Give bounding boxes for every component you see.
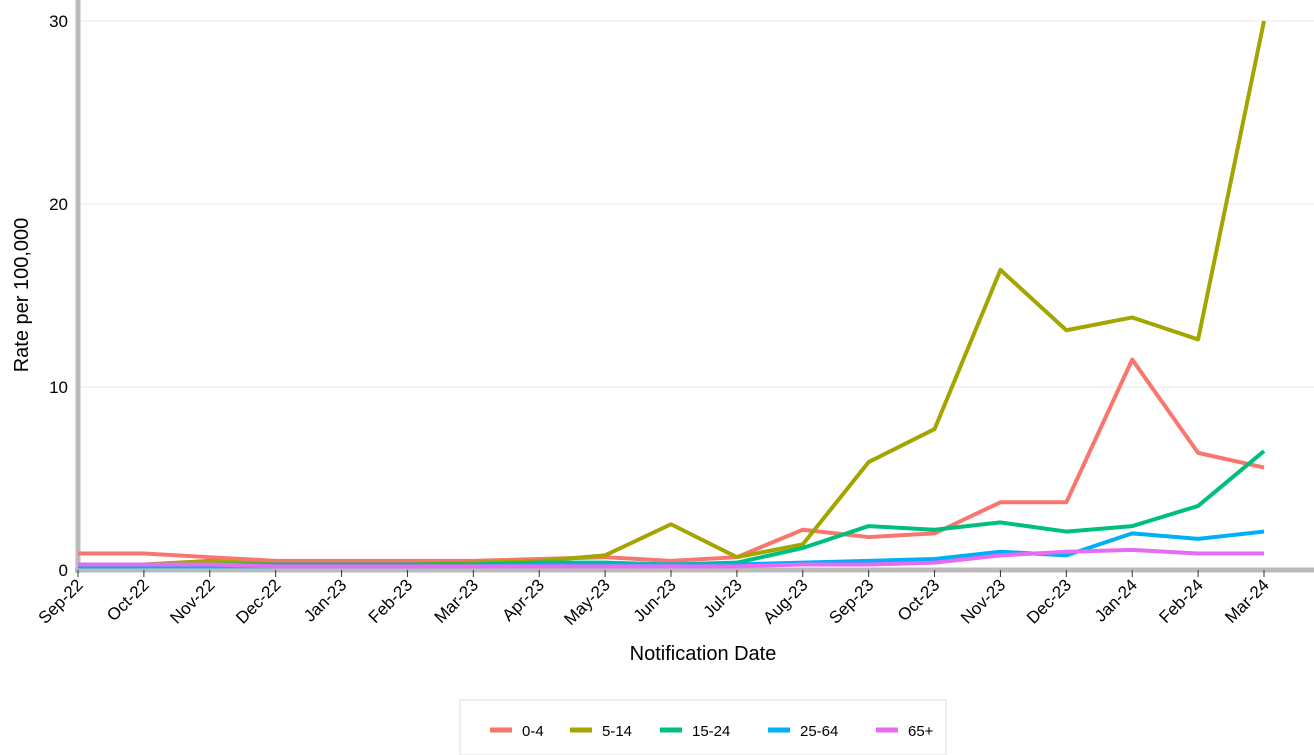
x-axis-label: Notification Date xyxy=(630,643,777,665)
x-tick-label: Jul-23 xyxy=(700,575,746,621)
series-line xyxy=(78,547,1264,569)
x-tick-label: Feb-24 xyxy=(1155,575,1207,627)
x-tick-label: Oct-22 xyxy=(103,575,153,625)
legend-label: 5-14 xyxy=(602,723,632,740)
x-tick-label: Jan-23 xyxy=(300,575,350,625)
x-tick-label: Oct-23 xyxy=(894,575,944,625)
x-tick-label: Jun-23 xyxy=(630,575,680,625)
x-tick-label: Nov-23 xyxy=(957,575,1009,627)
x-tick-label: Apr-23 xyxy=(499,575,549,625)
x-tick-label: May-23 xyxy=(560,575,614,629)
x-tick-label: Mar-24 xyxy=(1221,575,1273,627)
y-tick-label: 0 xyxy=(59,561,68,580)
y-axis-label: Rate per 100,000 xyxy=(11,218,33,373)
legend-label: 65+ xyxy=(908,723,934,740)
series-line xyxy=(78,357,1265,563)
x-tick-label: Aug-23 xyxy=(759,575,811,627)
x-tick-label: Mar-23 xyxy=(431,575,483,627)
x-tick-label: Dec-23 xyxy=(1023,575,1075,627)
x-tick-label: Jan-24 xyxy=(1091,575,1141,625)
legend-label: 25-64 xyxy=(800,723,838,740)
y-tick-label: 20 xyxy=(49,195,68,214)
y-tick-label: 10 xyxy=(49,378,68,397)
legend-box xyxy=(459,699,947,755)
legend-label: 0-4 xyxy=(522,723,544,740)
y-tick-label: 30 xyxy=(49,12,68,31)
x-tick-label: Nov-22 xyxy=(166,575,218,627)
series-line xyxy=(78,20,1266,567)
x-tick-label: Sep-22 xyxy=(35,575,87,627)
legend-label: 15-24 xyxy=(692,723,730,740)
x-tick-label: Sep-23 xyxy=(825,575,877,627)
x-tick-label: Dec-22 xyxy=(232,575,284,627)
x-tick-label: Feb-23 xyxy=(365,575,417,627)
